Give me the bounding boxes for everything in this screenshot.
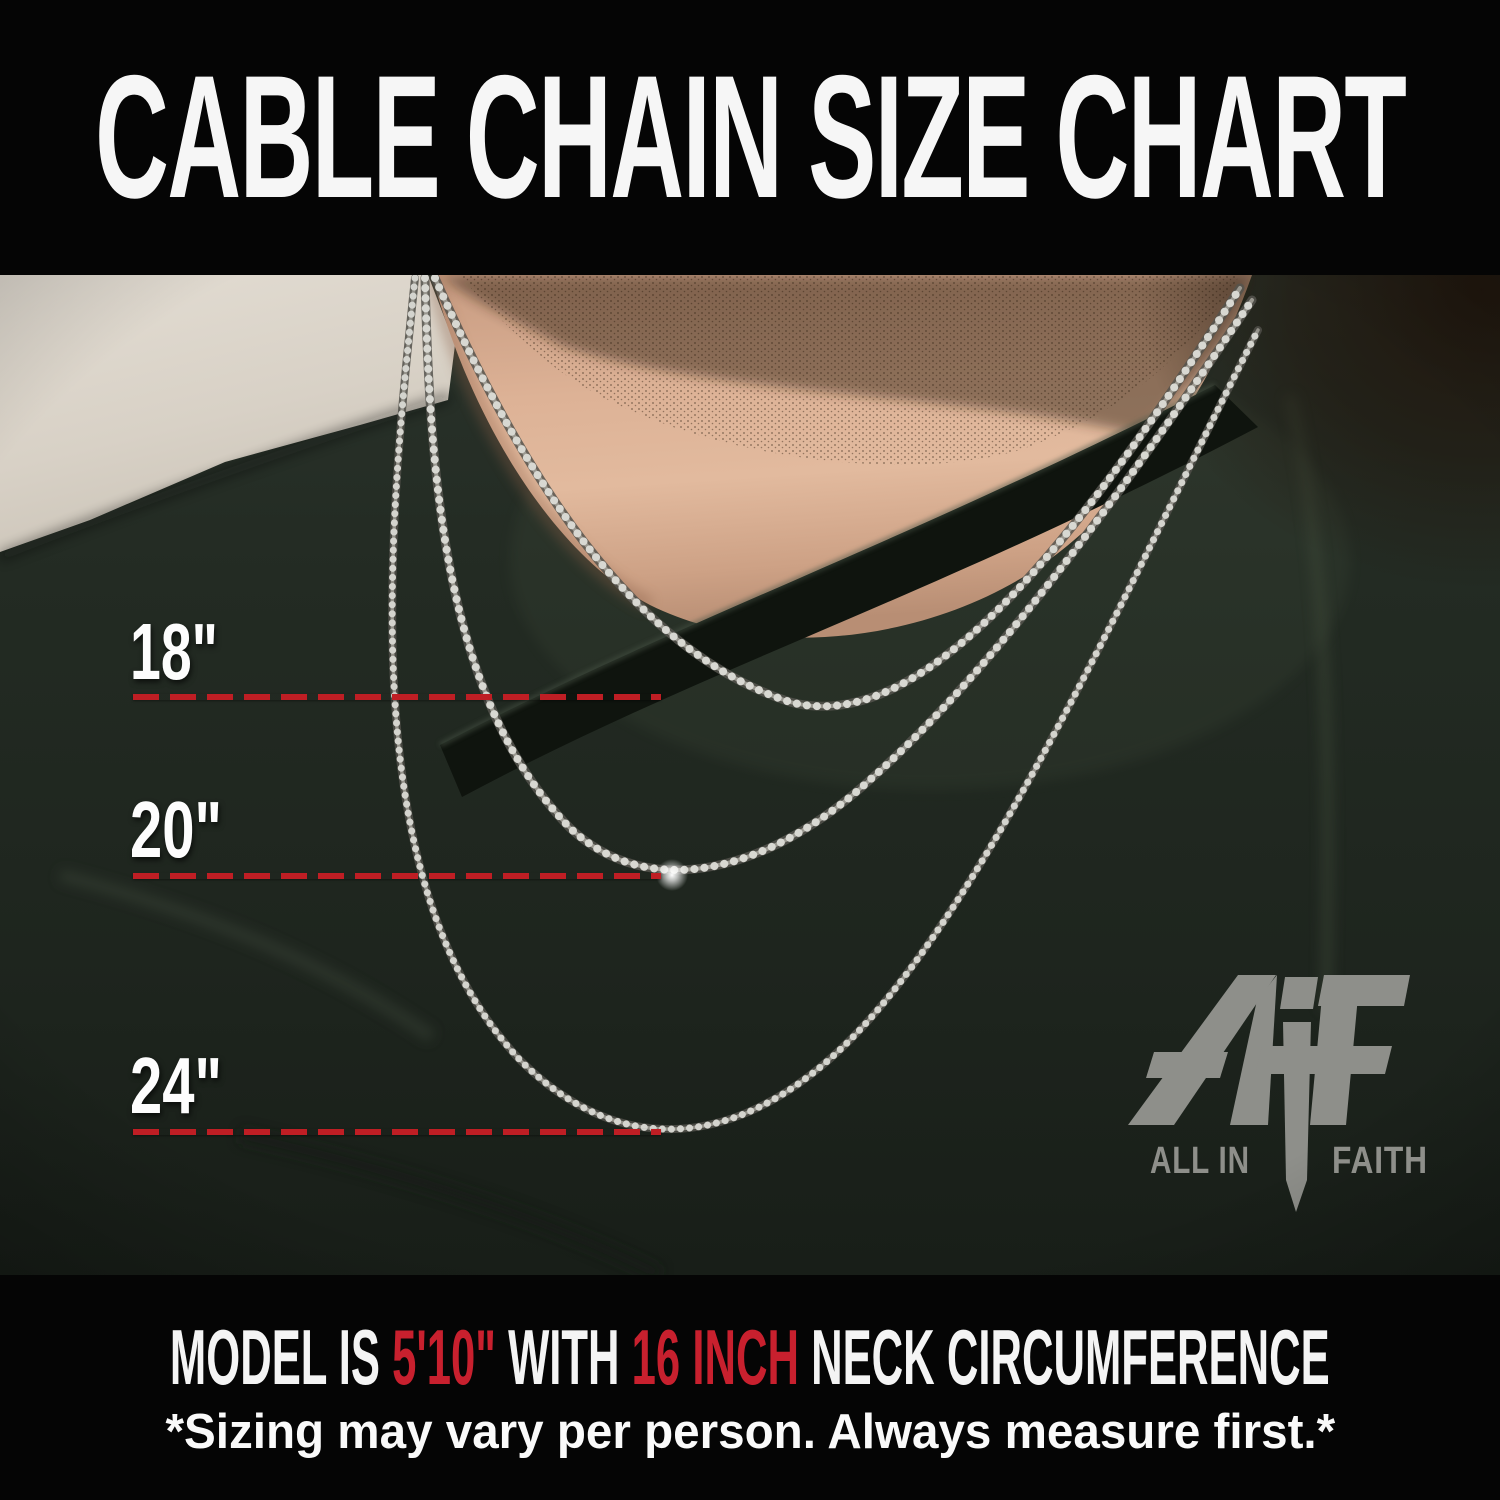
size-label-24: 24" [130, 1041, 222, 1130]
vignette [0, 275, 1500, 1275]
size-label-18: 18" [130, 607, 218, 696]
measurement-line-24 [133, 1129, 661, 1135]
spec-segment: MODEL IS [170, 1313, 393, 1401]
spec-segment: WITH [496, 1313, 632, 1401]
measurement-line-20 [133, 873, 661, 879]
spec-neck-value: 16 INCH [631, 1313, 800, 1401]
spec-height-value: 5'10" [392, 1313, 497, 1401]
photo-scene [0, 275, 1500, 1275]
model-spec-line: MODEL IS 5'10" WITH 16 INCH NECK CIRCUMF… [0, 1318, 1500, 1396]
logo-tagline-left: ALL IN [1150, 1140, 1250, 1182]
logo-tagline-right: FAITH [1332, 1140, 1428, 1182]
footer-band [0, 1275, 1500, 1500]
model-spec-text: MODEL IS 5'10" WITH 16 INCH NECK CIRCUMF… [170, 1318, 1330, 1396]
disclaimer-row: *Sizing may vary per person. Always meas… [0, 1408, 1500, 1457]
measurement-line-18 [133, 694, 661, 700]
title-band: CABLE CHAIN SIZE CHART [0, 0, 1500, 275]
spec-segment: NECK CIRCUMFERENCE [799, 1313, 1330, 1401]
disclaimer-text: *Sizing may vary per person. Always meas… [165, 1405, 1335, 1459]
size-label-20: 20" [130, 785, 222, 874]
page-title: CABLE CHAIN SIZE CHART [94, 40, 1407, 235]
model-photo [0, 275, 1500, 1275]
